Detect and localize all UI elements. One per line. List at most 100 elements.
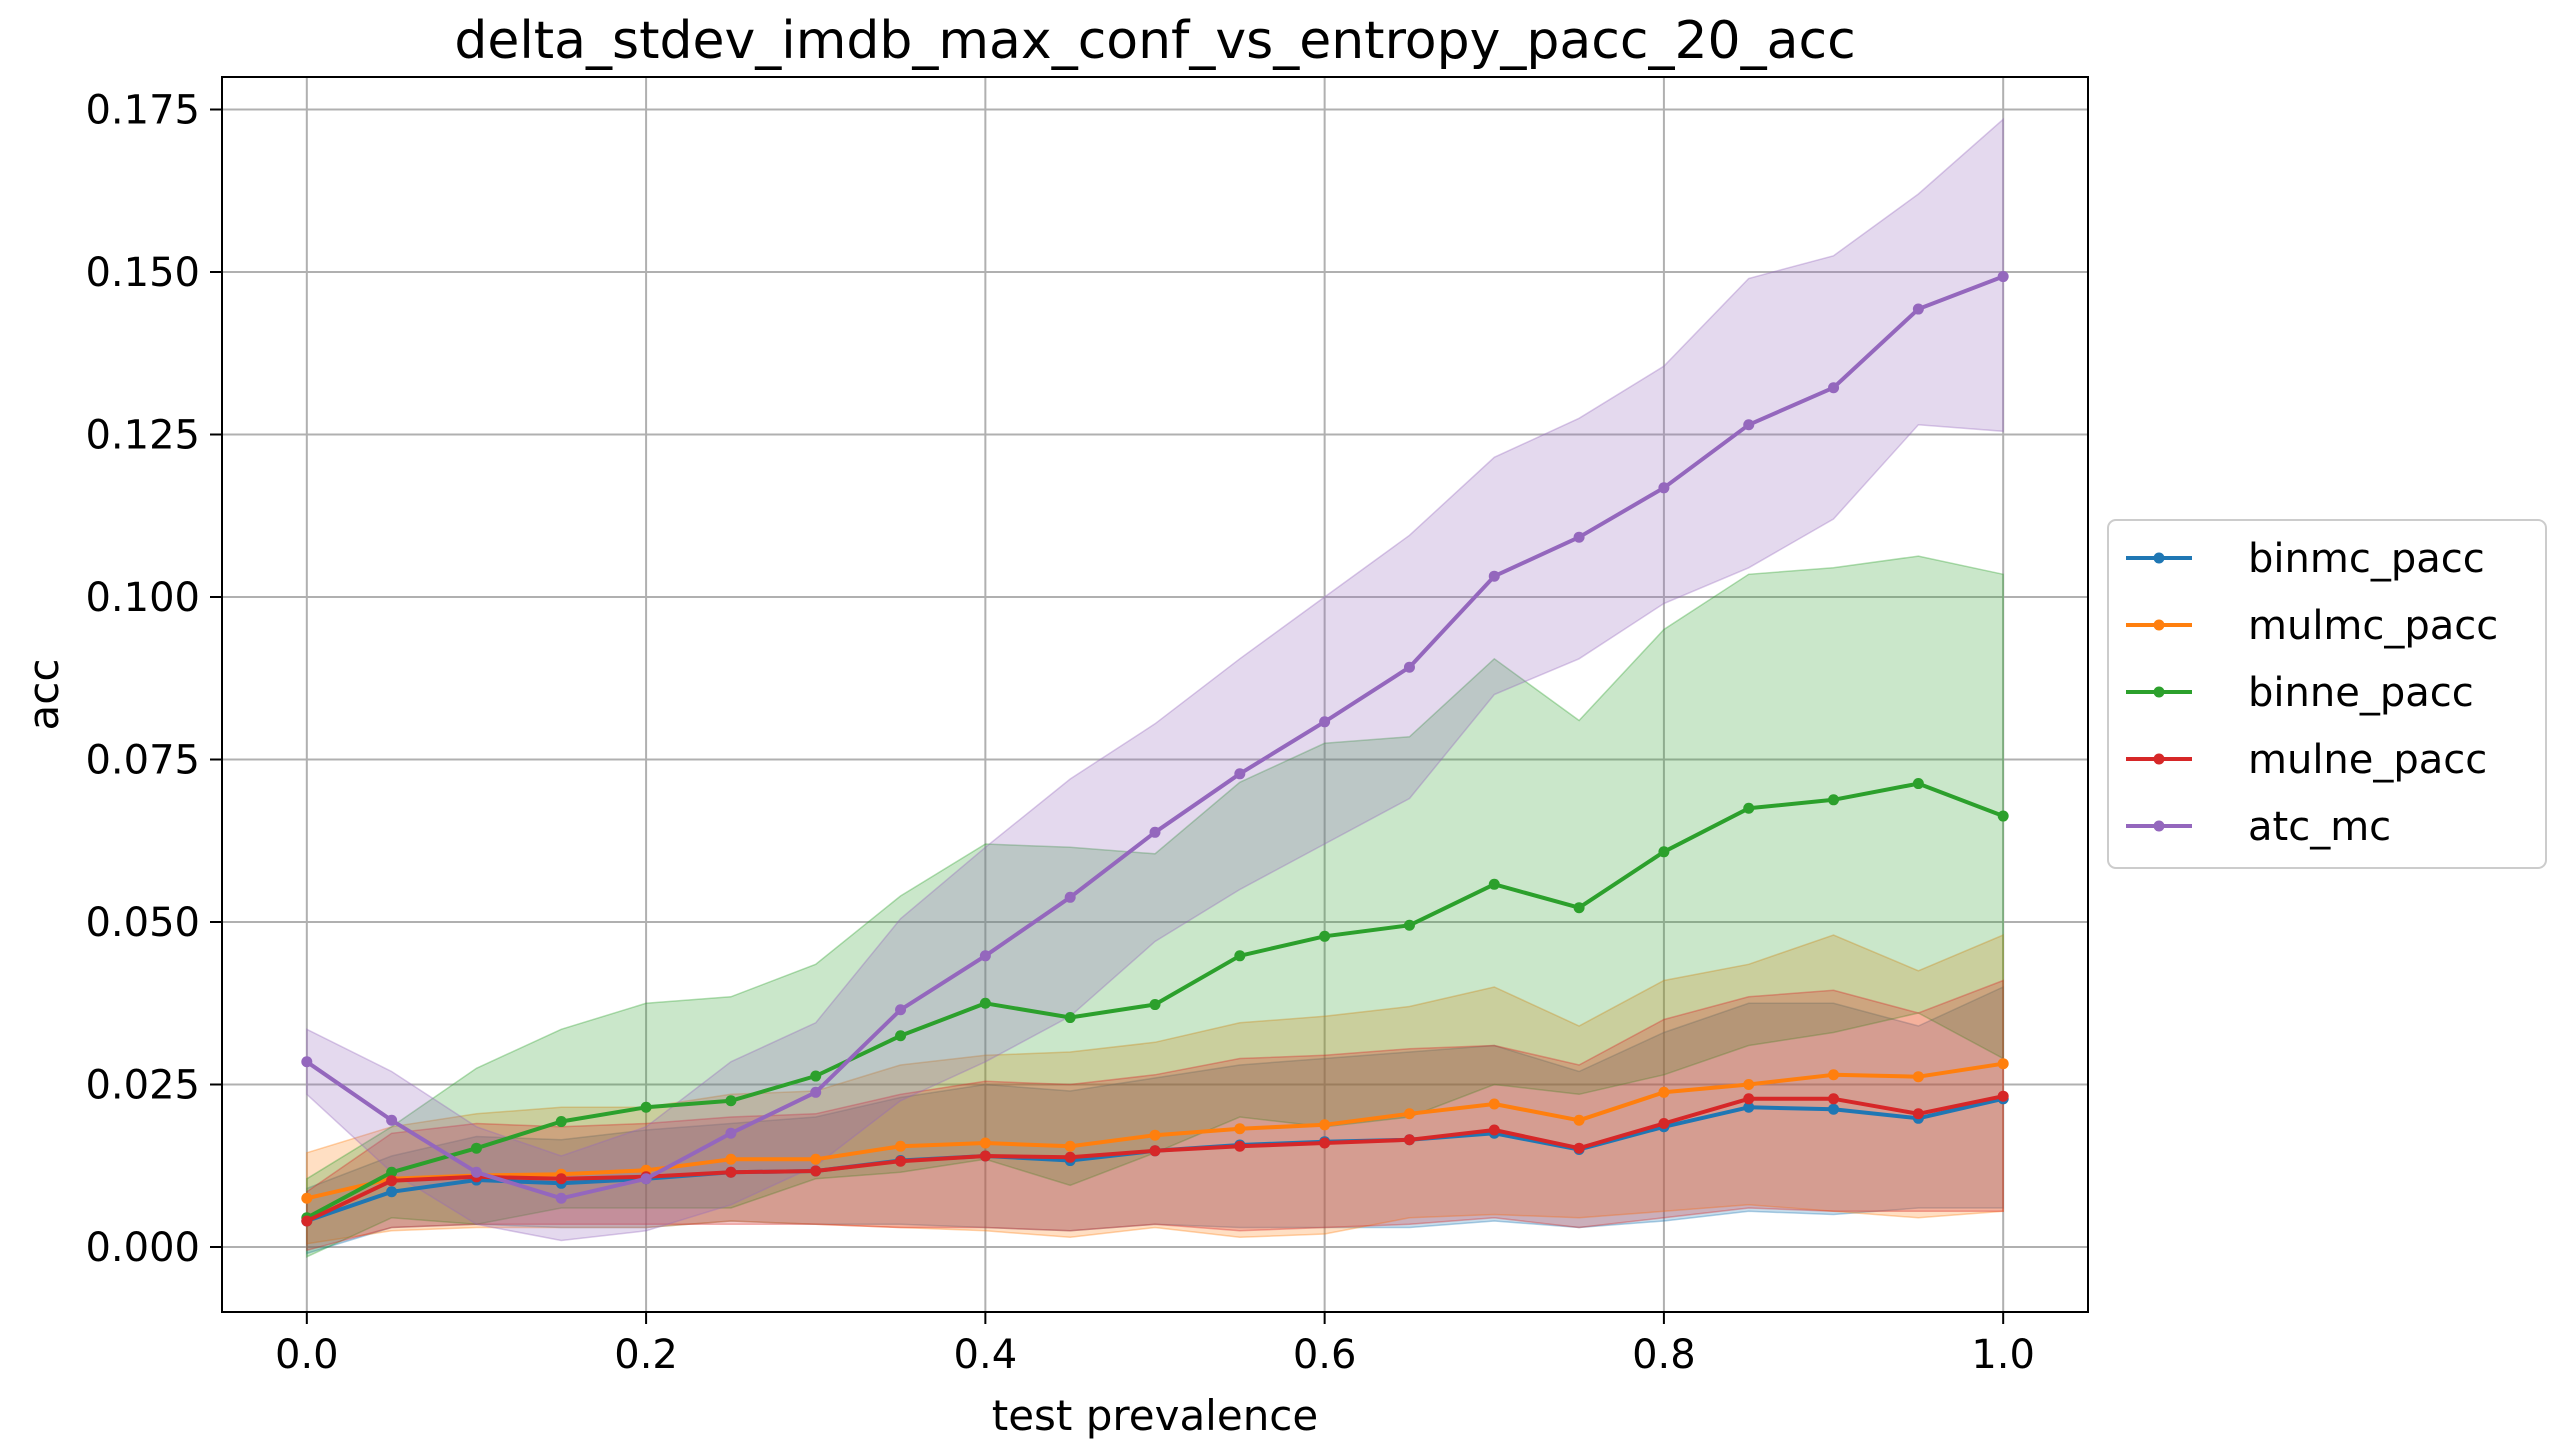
band-mulmc_pacc — [306, 933, 2004, 1245]
point-atc_mc — [1488, 570, 1500, 582]
x-tick-label: 0.4 — [954, 1332, 1018, 1378]
y-axis-label: acc — [19, 659, 68, 731]
point-binne_pacc — [1912, 778, 1924, 790]
legend-marker-binmc_pacc — [2153, 552, 2165, 564]
confidence-bands — [306, 117, 2004, 1258]
point-atc_mc — [470, 1166, 482, 1178]
point-mulmc_pacc — [979, 1137, 991, 1149]
legend: binmc_pacc mulmc_pacc binne_pacc mulne_pacc… — [2107, 519, 2547, 869]
point-mulmc_pacc — [1319, 1119, 1331, 1131]
point-atc_mc — [1149, 826, 1161, 838]
point-mulne_pacc — [1743, 1093, 1755, 1105]
point-mulmc_pacc — [301, 1192, 313, 1204]
y-tick-label: 0.150 — [85, 250, 200, 296]
x-tick-label: 0.0 — [275, 1332, 339, 1378]
point-binne_pacc — [979, 997, 991, 1009]
point-binne_pacc — [1573, 902, 1585, 914]
point-mulne_pacc — [1997, 1090, 2009, 1102]
point-binne_pacc — [1403, 919, 1415, 931]
point-mulmc_pacc — [1573, 1114, 1585, 1126]
point-binne_pacc — [895, 1030, 907, 1042]
point-mulne_pacc — [1234, 1140, 1246, 1152]
point-atc_mc — [640, 1173, 652, 1185]
legend-label-mulne_pacc: mulne_pacc — [2248, 737, 2487, 783]
point-atc_mc — [810, 1086, 822, 1098]
y-tick-label: 0.050 — [85, 900, 200, 946]
point-mulmc_pacc — [725, 1153, 737, 1165]
point-mulne_pacc — [1828, 1093, 1840, 1105]
point-atc_mc — [979, 950, 991, 962]
point-mulmc_pacc — [810, 1153, 822, 1165]
point-atc_mc — [1403, 661, 1415, 673]
point-mulne_pacc — [1319, 1137, 1331, 1149]
point-binne_pacc — [1319, 930, 1331, 942]
point-atc_mc — [725, 1127, 737, 1139]
point-atc_mc — [386, 1114, 398, 1126]
point-atc_mc — [1234, 768, 1246, 780]
x-tick-label: 0.2 — [614, 1332, 678, 1378]
point-mulne_pacc — [979, 1150, 991, 1162]
point-binne_pacc — [810, 1070, 822, 1082]
legend-marker-binne_pacc — [2153, 686, 2165, 698]
point-atc_mc — [555, 1192, 567, 1204]
point-mulne_pacc — [1658, 1118, 1670, 1129]
point-atc_mc — [1064, 891, 1076, 903]
point-mulne_pacc — [1573, 1142, 1585, 1154]
point-binne_pacc — [555, 1116, 567, 1128]
point-atc_mc — [301, 1056, 313, 1068]
point-atc_mc — [1573, 531, 1585, 543]
y-tick-label: 0.000 — [85, 1225, 200, 1271]
y-tick-label: 0.175 — [85, 88, 200, 134]
point-binne_pacc — [1149, 999, 1161, 1011]
legend-label-binmc_pacc: binmc_pacc — [2248, 536, 2485, 582]
point-mulmc_pacc — [1997, 1058, 2009, 1070]
point-mulmc_pacc — [1234, 1123, 1246, 1135]
legend-marker-atc_mc — [2153, 820, 2165, 832]
y-tick-label: 0.100 — [85, 575, 200, 621]
point-mulmc_pacc — [1488, 1098, 1500, 1110]
point-binne_pacc — [1234, 950, 1246, 962]
band-binmc_pacc — [306, 985, 2004, 1255]
point-binne_pacc — [1488, 878, 1500, 890]
legend-box — [2107, 519, 2547, 869]
series-lines — [301, 271, 2009, 1227]
chart-title: delta_stdev_imdb_max_conf_vs_entropy_pac… — [454, 11, 1855, 71]
point-binne_pacc — [386, 1166, 398, 1178]
y-tick-label: 0.125 — [85, 413, 200, 459]
point-mulne_pacc — [1912, 1108, 1924, 1120]
point-binne_pacc — [470, 1142, 482, 1154]
point-binne_pacc — [1997, 810, 2009, 822]
point-mulne_pacc — [555, 1173, 567, 1185]
axis-ticks: 0.0 0.2 0.4 0.6 0.8 1.0 0.000 0.025 0.050 0.075 0.… — [85, 88, 2035, 1379]
point-mulmc_pacc — [895, 1140, 907, 1152]
point-binne_pacc — [640, 1101, 652, 1113]
point-binne_pacc — [1828, 794, 1840, 806]
legend-label-mulmc_pacc: mulmc_pacc — [2248, 603, 2498, 649]
point-binne_pacc — [725, 1095, 737, 1107]
point-mulne_pacc — [301, 1215, 313, 1227]
point-atc_mc — [1997, 271, 2009, 283]
point-mulmc_pacc — [1658, 1086, 1670, 1098]
point-binne_pacc — [1064, 1012, 1076, 1024]
point-mulne_pacc — [1488, 1124, 1500, 1136]
point-mulmc_pacc — [1149, 1129, 1161, 1141]
point-mulmc_pacc — [1912, 1071, 1924, 1083]
x-tick-label: 1.0 — [1971, 1332, 2035, 1378]
point-mulmc_pacc — [1403, 1108, 1415, 1120]
point-binne_pacc — [1743, 802, 1755, 814]
point-binmc_pacc — [1828, 1103, 1840, 1115]
point-binmc_pacc — [1743, 1101, 1755, 1113]
legend-marker-mulmc_pacc — [2153, 619, 2165, 631]
legend-label-binne_pacc: binne_pacc — [2248, 670, 2474, 716]
point-mulne_pacc — [725, 1166, 737, 1178]
y-tick-label: 0.025 — [85, 1063, 200, 1109]
point-binmc_pacc — [386, 1186, 398, 1198]
point-binne_pacc — [1658, 846, 1670, 858]
point-mulne_pacc — [895, 1155, 907, 1167]
point-atc_mc — [895, 1004, 907, 1016]
x-tick-label: 0.8 — [1632, 1332, 1696, 1378]
point-mulmc_pacc — [1828, 1069, 1840, 1081]
point-atc_mc — [1828, 382, 1840, 394]
point-atc_mc — [1658, 482, 1670, 494]
